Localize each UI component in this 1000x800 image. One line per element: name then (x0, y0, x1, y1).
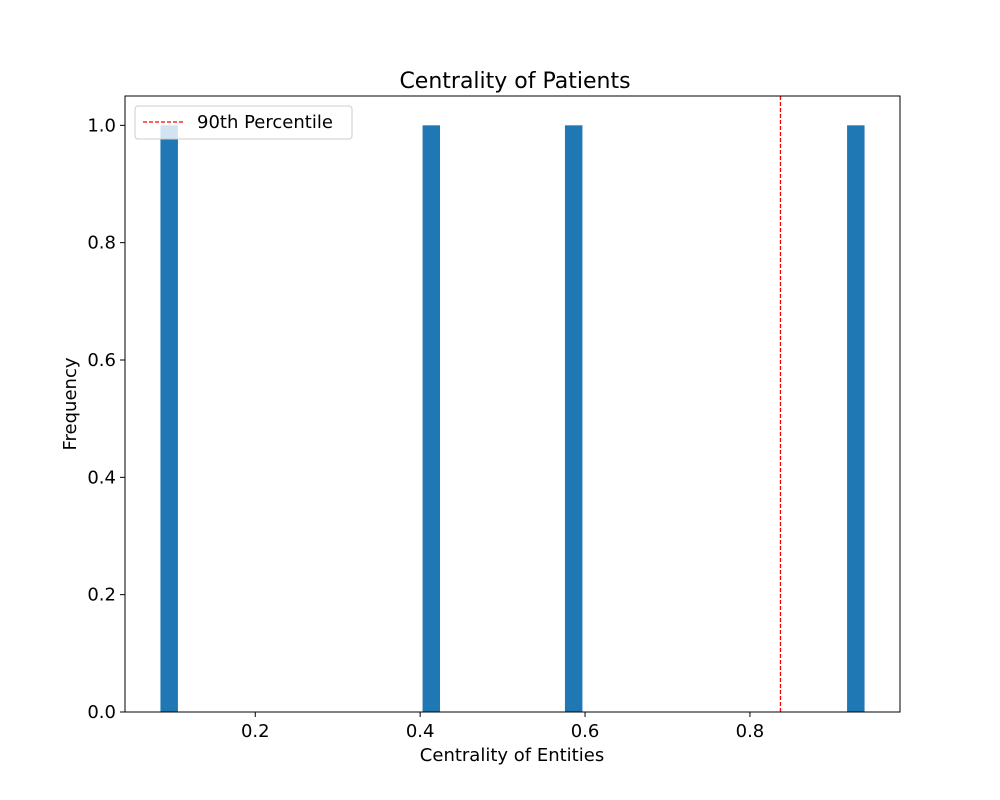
y-tick-label: 0.6 (87, 350, 116, 371)
axes-frame (124, 95, 901, 713)
y-tick-label: 0.4 (87, 467, 116, 488)
x-axis: 0.2 0.4 0.6 0.8 (241, 712, 764, 742)
x-tick-label: 0.2 (241, 721, 270, 742)
x-tick-label: 0.6 (571, 721, 600, 742)
x-axis-title: Centrality of Entities (420, 745, 604, 766)
y-tick-label: 0.0 (87, 702, 116, 723)
legend-label-90th-percentile: 90th Percentile (197, 112, 333, 133)
chart-title: Centrality of Patients (399, 69, 630, 94)
y-axis-title: Frequency (60, 357, 81, 450)
histogram-bar-4 (847, 125, 865, 713)
y-tick-label: 1.0 (87, 115, 116, 136)
histogram-bar-3 (564, 125, 583, 713)
histogram-bar-1 (160, 125, 178, 713)
y-tick-label: 0.8 (87, 233, 116, 254)
histogram-bar-2 (422, 125, 441, 713)
plot-area (160, 96, 865, 713)
y-axis: 0.0 0.2 0.4 0.6 0.8 1.0 (87, 115, 125, 723)
x-tick-label: 0.4 (406, 721, 435, 742)
legend: 90th Percentile (134, 105, 353, 140)
legend-box (134, 105, 353, 140)
x-tick-label: 0.8 (736, 721, 765, 742)
y-tick-label: 0.2 (87, 585, 116, 606)
